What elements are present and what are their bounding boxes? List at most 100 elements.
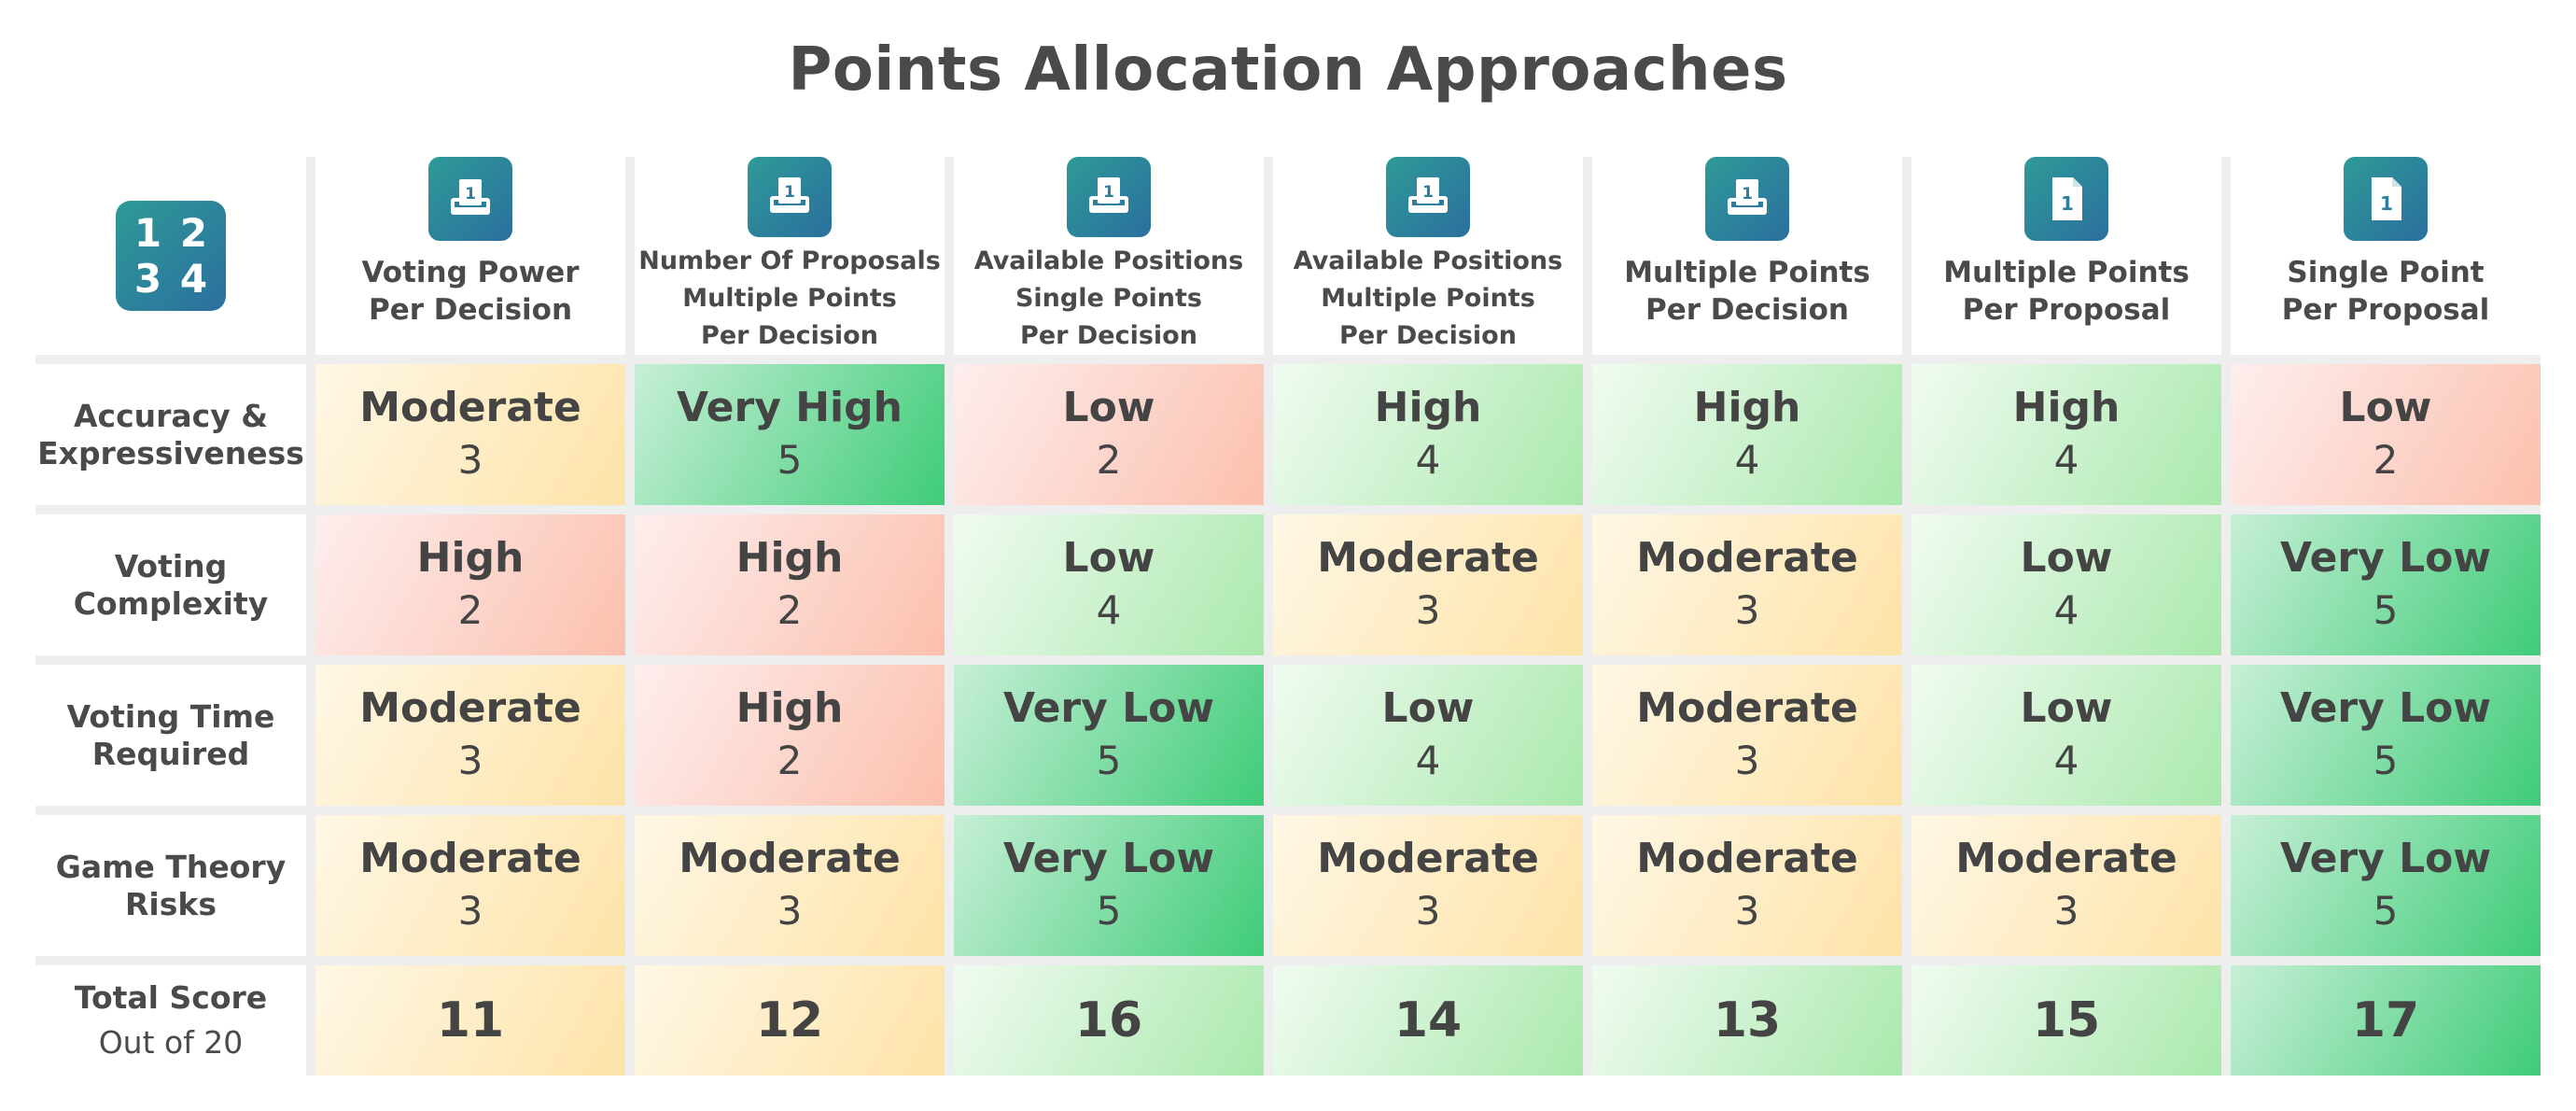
rating-cell: High 4	[1592, 364, 1902, 505]
document-icon: 1	[2024, 157, 2108, 241]
total-score-value: 16	[1074, 992, 1143, 1048]
column-title: Multiple Points Per Decision	[1624, 256, 1870, 327]
rating-cell: Moderate 3	[635, 815, 945, 956]
document-icon: 1	[2344, 157, 2428, 241]
total-score-cell: 11	[315, 965, 625, 1076]
document-icon-svg: 1	[2372, 177, 2401, 220]
ballot-box-icon-svg: 1	[1728, 179, 1767, 215]
rating-cell: Moderate 3	[1911, 815, 2221, 956]
rating-cell: Moderate 3	[1273, 514, 1583, 655]
total-score-value: 17	[2351, 992, 2420, 1048]
rating-label: Moderate	[1955, 834, 2177, 882]
svg-text:1: 1	[1103, 183, 1114, 202]
rating-score: 3	[1734, 586, 1760, 633]
comparison-table: 1 2 3 4 1 Voting Power Per Decision 1 Numbe…	[35, 157, 2541, 1076]
rating-cell: Low 4	[1273, 665, 1583, 806]
numbers-grid-digit: 4	[179, 256, 208, 302]
ballot-box-icon: 1	[1386, 157, 1470, 237]
numbers-grid-digit: 2	[179, 210, 208, 256]
rating-score: 4	[1415, 436, 1441, 483]
row-header: Game Theory Risks	[35, 815, 306, 956]
rating-label: High	[1693, 383, 1801, 431]
numbers-grid-digit: 3	[133, 256, 162, 302]
column-title: Available Positions Multiple Points Per …	[1293, 246, 1563, 350]
document-icon-svg: 1	[2052, 177, 2082, 220]
rating-cell: High 4	[1273, 364, 1583, 505]
rating-score: 5	[2373, 737, 2399, 783]
rating-cell: Moderate 3	[315, 665, 625, 806]
total-score-value: 13	[1713, 992, 1782, 1048]
ballot-box-icon-svg: 1	[1089, 177, 1128, 213]
column-title: Number Of Proposals Multiple Points Per …	[638, 246, 941, 350]
ballot-box-icon-svg: 1	[770, 177, 809, 213]
row-header: Voting Complexity	[35, 514, 306, 655]
row-header: Voting Time Required	[35, 665, 306, 806]
ballot-box-icon-svg: 1	[1408, 177, 1448, 213]
rating-score: 3	[1415, 887, 1441, 934]
total-score-cell: 16	[954, 965, 1264, 1076]
numbers-grid-digit: 1	[133, 210, 162, 256]
total-score-cell: 14	[1273, 965, 1583, 1076]
total-score-value: 12	[755, 992, 824, 1048]
rating-score: 5	[1096, 737, 1122, 783]
ballot-box-icon: 1	[1067, 157, 1151, 237]
rating-label: Moderate	[359, 383, 581, 431]
rating-label: Very Low	[2279, 683, 2492, 732]
column-header: 1 Voting Power Per Decision	[315, 157, 625, 355]
rating-label: Moderate	[1636, 533, 1858, 582]
rating-cell: Moderate 3	[1273, 815, 1583, 956]
rating-label: Very Low	[1002, 834, 1215, 882]
rating-score: 3	[457, 887, 483, 934]
column-header: 1 Multiple Points Per Decision	[1592, 157, 1902, 355]
rating-cell: Very Low 5	[954, 815, 1264, 956]
rating-cell: High 2	[635, 665, 945, 806]
column-header: 1 Number Of Proposals Multiple Points Per…	[635, 157, 945, 355]
rating-cell: Low 2	[2231, 364, 2541, 505]
rating-label: Moderate	[359, 834, 581, 882]
ballot-box-icon-svg: 1	[451, 179, 490, 215]
rating-label: Low	[1381, 683, 1475, 732]
rating-cell: Very Low 5	[2231, 665, 2541, 806]
rating-score: 2	[777, 586, 803, 633]
ballot-box-icon: 1	[748, 157, 832, 237]
total-score-sublabel: Out of 20	[98, 1024, 244, 1061]
rating-label: Moderate	[1636, 683, 1858, 732]
ballot-box-icon: 1	[1705, 157, 1789, 241]
total-score-cell: 13	[1592, 965, 1902, 1076]
rating-label: Moderate	[1317, 533, 1539, 582]
rating-cell: Very Low 5	[2231, 815, 2541, 956]
total-score-cell: 12	[635, 965, 945, 1076]
rating-label: Very Low	[2279, 533, 2492, 582]
rating-score: 5	[2373, 887, 2399, 934]
rating-score: 4	[1096, 586, 1122, 633]
rating-score: 5	[777, 436, 803, 483]
ballot-box-icon: 1	[428, 157, 512, 241]
rating-label: Very High	[677, 383, 903, 431]
rating-label: Low	[1062, 383, 1155, 431]
rating-cell: Moderate 3	[315, 815, 625, 956]
total-score-value: 14	[1393, 992, 1463, 1048]
total-score-cell: 17	[2231, 965, 2541, 1076]
rating-cell: High 4	[1911, 364, 2221, 505]
rating-cell: Low 2	[954, 364, 1264, 505]
row-header: Accuracy & Expressiveness	[35, 364, 306, 505]
svg-text:1: 1	[1742, 185, 1753, 204]
rating-score: 4	[2053, 586, 2079, 633]
rating-cell: High 2	[315, 514, 625, 655]
rating-score: 3	[1415, 586, 1441, 633]
rating-label: High	[1374, 383, 1482, 431]
rating-score: 3	[2053, 887, 2079, 934]
column-header: 1 Single Point Per Proposal	[2231, 157, 2541, 355]
rating-score: 2	[777, 737, 803, 783]
svg-text:1: 1	[784, 183, 795, 202]
rating-score: 4	[2053, 737, 2079, 783]
page-title: Points Allocation Approaches	[788, 35, 1788, 105]
rating-score: 2	[457, 586, 483, 633]
svg-text:1: 1	[465, 185, 476, 204]
rating-label: Low	[2339, 383, 2432, 431]
total-score-value: 11	[436, 992, 505, 1048]
rating-score: 3	[777, 887, 803, 934]
rating-score: 4	[2053, 436, 2079, 483]
rating-score: 5	[1096, 887, 1122, 934]
total-score-cell: 15	[1911, 965, 2221, 1076]
